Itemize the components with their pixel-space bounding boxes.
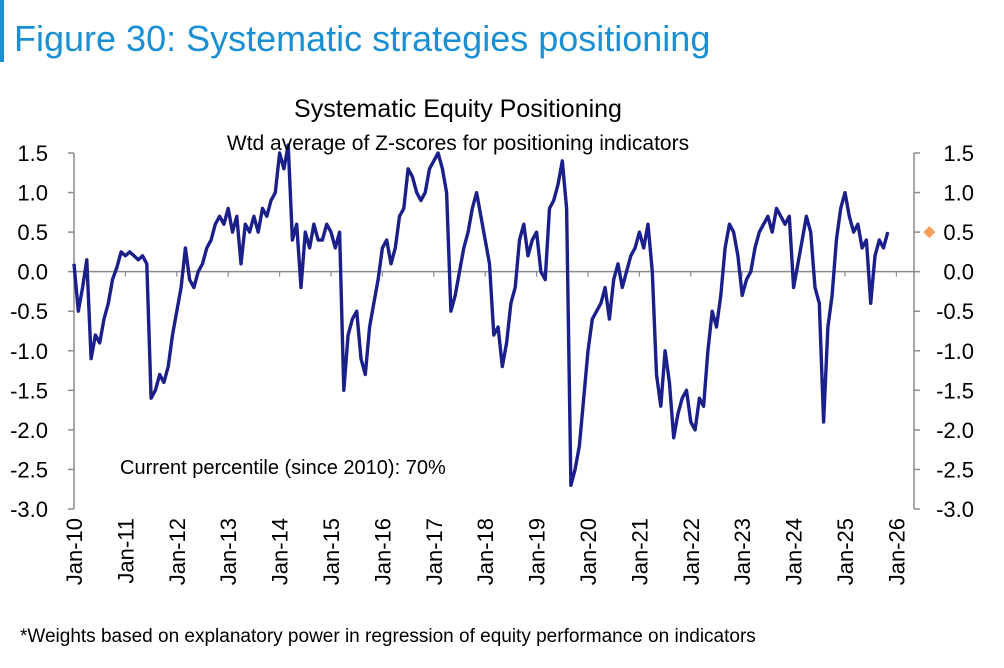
series-group (72, 143, 936, 487)
percentile-annotation: Current percentile (since 2010): 70% (120, 457, 446, 479)
chart-axes: 1.5 1.5 1.0 1.0 0.5 0.5 0.0 0.0 -0.5 -0.5 -1.0 -1.0… (10, 141, 974, 585)
x-tick-label: Jan-10 (62, 518, 87, 585)
y-tick-label-left: -0.5 (10, 299, 48, 324)
y-tick-label-right: 1.5 (943, 141, 974, 166)
x-tick-label: Jan-14 (268, 518, 293, 585)
y-tick-label-right: -3.0 (936, 497, 974, 522)
x-tick-label: Jan-19 (525, 518, 550, 585)
y-tick-label-left: -1.5 (10, 378, 48, 403)
x-tick-label: Jan-23 (730, 518, 755, 585)
chart-title: Systematic Equity Positioning (294, 95, 622, 123)
x-tick-label: Jan-26 (884, 518, 909, 585)
y-tick-label-left: -3.0 (10, 497, 48, 522)
y-tick-label-right: -2.5 (936, 457, 974, 482)
chart-subtitle: Wtd average of Z-scores for positioning … (227, 132, 689, 155)
x-tick-label: Jan-15 (319, 518, 344, 585)
y-tick-label-right: 1.0 (943, 181, 974, 206)
x-tick-label: Jan-22 (679, 518, 704, 585)
y-tick-label-left: 0.5 (17, 220, 48, 245)
x-tick-label: Jan-24 (782, 518, 807, 585)
x-tick-label: Jan-16 (370, 518, 395, 585)
y-tick-label-left: 1.0 (17, 181, 48, 206)
y-tick-label-left: 1.5 (17, 141, 48, 166)
x-tick-label: Jan-25 (833, 518, 858, 585)
y-tick-label-right: 0.5 (943, 220, 974, 245)
y-tick-label-right: -2.0 (936, 418, 974, 443)
y-tick-label-right: 0.0 (943, 260, 974, 285)
footnote: *Weights based on explanatory power in r… (20, 626, 756, 647)
x-tick-label: Jan-13 (216, 518, 241, 585)
series-line (72, 143, 890, 487)
y-tick-label-left: -1.0 (10, 339, 48, 364)
y-tick-label-left: 0.0 (17, 260, 48, 285)
y-tick-label-right: -0.5 (936, 299, 974, 324)
x-tick-label: Jan-21 (627, 518, 652, 585)
figure-title: Figure 30: Systematic strategies positio… (14, 18, 711, 59)
y-tick-label-right: -1.0 (936, 339, 974, 364)
x-tick-label: Jan-18 (473, 518, 498, 585)
x-tick-label: Jan-17 (422, 518, 447, 585)
y-tick-label-right: -1.5 (936, 378, 974, 403)
x-tick-label: Jan-20 (576, 518, 601, 585)
y-tick-label-left: -2.0 (10, 418, 48, 443)
x-tick-label: Jan-12 (165, 518, 190, 585)
current-value-marker (923, 226, 936, 239)
y-tick-label-left: -2.5 (10, 457, 48, 482)
title-accent-rule (0, 0, 4, 62)
x-tick-label: Jan-11 (113, 518, 138, 584)
